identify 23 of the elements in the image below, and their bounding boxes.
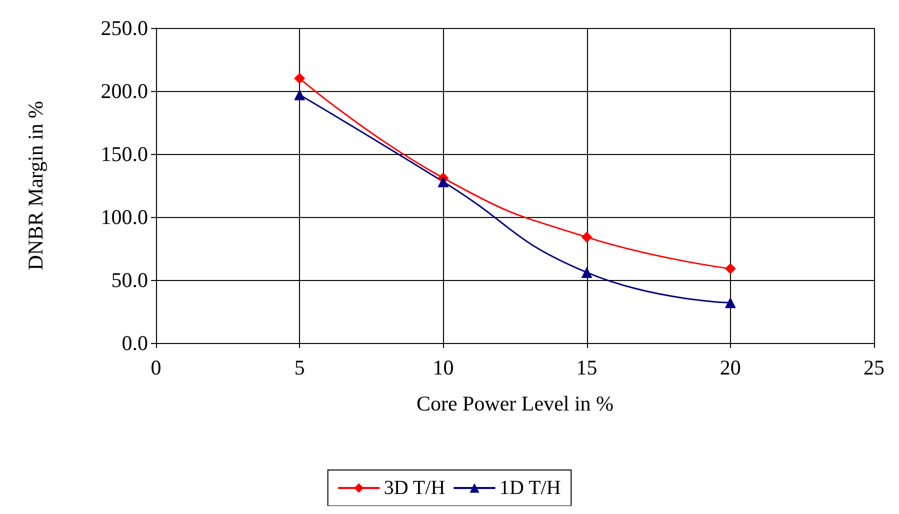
- x-tick-label: 15: [576, 356, 598, 380]
- legend-label: 1D T/H: [500, 477, 561, 499]
- point: [724, 263, 736, 274]
- x-tick-label: 20: [720, 356, 741, 380]
- point: [724, 297, 736, 308]
- y-axis-title: DNBR Margin in %: [24, 100, 48, 270]
- y-tick-label: 50.0: [111, 268, 148, 292]
- x-tick-label: 10: [432, 356, 454, 380]
- x-tick-label: 0: [150, 356, 162, 380]
- point: [581, 266, 592, 278]
- y-tick-label: 0.0: [122, 331, 148, 355]
- legend-label: 3D T/H: [384, 477, 446, 499]
- point: [438, 176, 449, 188]
- point: [581, 232, 592, 243]
- y-tick-label: 150.0: [100, 142, 148, 166]
- point: [294, 72, 306, 84]
- point: [294, 89, 306, 100]
- x-axis-title: Core Power Level in %: [416, 392, 614, 416]
- x-tick-label: 5: [294, 356, 305, 380]
- y-tick-label: 250.0: [100, 16, 148, 40]
- x-tick-label: 25: [864, 356, 884, 380]
- y-tick-label: 200.0: [100, 79, 148, 103]
- y-tick-label: 100.0: [100, 205, 148, 229]
